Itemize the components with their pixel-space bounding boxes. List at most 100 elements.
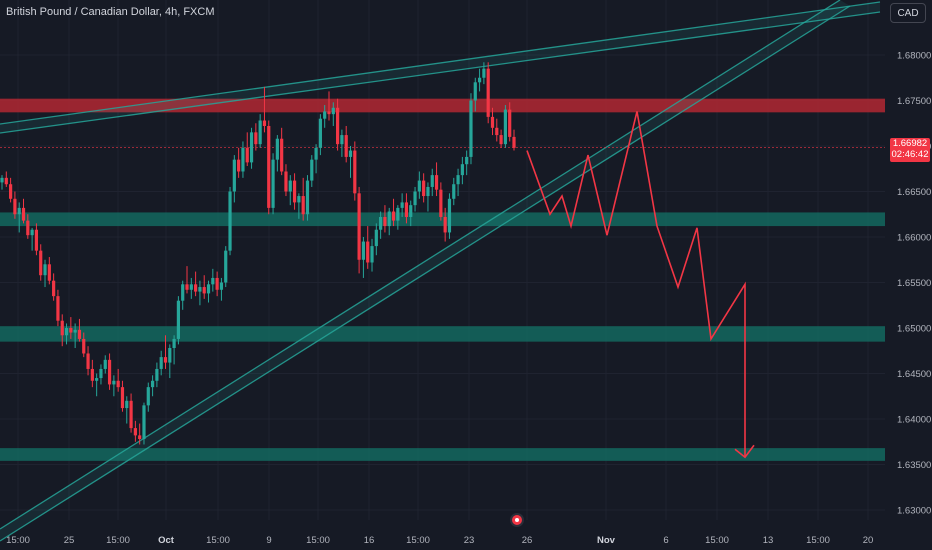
candle-body [125,400,129,409]
candle [379,211,383,239]
candle [168,344,172,379]
candle-body [434,175,439,190]
candle [228,186,232,256]
upper-channel-fill [0,2,880,133]
candle-body [82,338,86,354]
candle [215,271,219,297]
candle-body [60,320,64,336]
candle [116,368,120,392]
candle-body [17,207,21,215]
candle-body [176,300,181,339]
candle-body [95,378,99,381]
candle-body [361,241,366,260]
candle-body [73,329,77,333]
economic-event-icon[interactable] [510,513,524,527]
grid-lines [0,0,885,520]
projection-path[interactable] [526,111,746,458]
candle-body [439,189,443,217]
time-tick-label: 15:00 [705,535,729,546]
candle [477,68,482,92]
candle [275,135,279,172]
candle-body [503,109,507,145]
time-tick-label: Oct [158,535,175,546]
candle [357,186,361,274]
candle [327,91,331,121]
candle [344,125,348,163]
candle-body [400,202,404,208]
candle-body [30,229,34,236]
candle-body [9,184,13,199]
candle [482,62,486,85]
candle [426,182,430,212]
candle-body [443,216,447,233]
candle [73,323,77,349]
candle-body [297,196,301,203]
time-tick-label: 15:00 [6,535,30,546]
trendline-4 [0,5,851,542]
time-tick-label: 20 [863,535,874,546]
candle [64,323,69,345]
candle-body [318,118,322,148]
candle-body [13,198,17,215]
candle [348,146,353,178]
candle-body [473,82,477,101]
candle [43,259,47,288]
candle-body [185,284,189,290]
candle-body [327,111,331,115]
time-axis[interactable]: 15:00 25 15:00 Oct 15:00 9 15:00 16 15:00 23 26 Nov… [6,535,873,546]
candle [254,123,258,151]
currency-button[interactable]: CAD [890,3,926,23]
candle [189,277,193,299]
candle-body [499,135,503,145]
candle-body [90,368,94,381]
candle-body [301,196,305,215]
candle [271,153,275,215]
time-tick-label: 25 [64,535,75,546]
candle [512,129,516,151]
candle [4,171,8,187]
time-tick-label: 15:00 [306,535,330,546]
candle [456,168,460,197]
candle-body [430,175,434,187]
support-zone [0,448,885,461]
candle-body [0,177,4,183]
candle [69,317,73,339]
price-tick-label: 1.66500 [897,187,931,198]
trendlines[interactable] [0,0,881,542]
candle-body [396,207,400,221]
candle [107,353,112,390]
price-tick-label: 1.63000 [897,506,931,517]
symbol-title: British Pound / Canadian Dollar, 4h, FXC… [6,6,215,18]
lower-channel-fill [0,0,850,541]
candle [194,271,198,297]
candle-body [512,136,516,148]
candle-body [370,246,374,263]
price-axis[interactable]: 1.680001.675001.670001.665001.660001.655… [897,51,931,517]
candle [495,118,499,142]
candle [206,280,211,303]
candle-body [486,68,490,117]
candle [503,105,507,148]
candle-body [267,125,271,208]
candle-body [163,357,168,363]
candle [13,191,17,219]
candle [39,244,43,281]
candle [26,214,30,239]
candle [361,237,366,278]
candle [176,296,181,345]
candle-body [107,359,112,385]
support-zone [0,212,885,227]
candle [314,144,318,174]
candle [133,420,137,442]
candle-body [404,202,409,217]
candle-body [254,132,258,145]
time-tick-label: 15:00 [406,535,430,546]
candle [310,155,314,187]
candle-body [460,164,464,176]
candle [331,102,335,126]
candle [383,205,387,233]
candle [146,382,150,412]
candle-body [103,359,107,369]
candle [138,423,142,445]
